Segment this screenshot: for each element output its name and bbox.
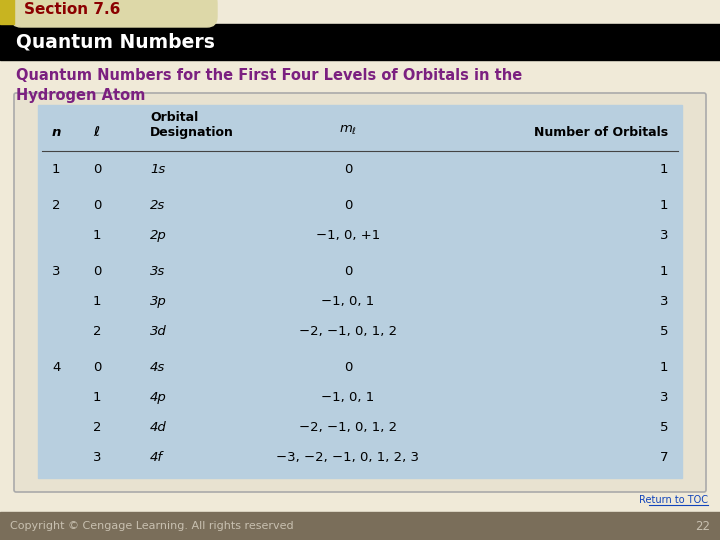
Text: 2: 2 [93, 325, 102, 338]
Text: 3s: 3s [150, 265, 166, 278]
FancyBboxPatch shape [14, 93, 706, 492]
Text: 3: 3 [660, 295, 668, 308]
Text: 3: 3 [660, 391, 668, 404]
Text: 0: 0 [93, 265, 102, 278]
Text: −2, −1, 0, 1, 2: −2, −1, 0, 1, 2 [299, 421, 397, 434]
Text: 3: 3 [93, 450, 102, 463]
Text: 3: 3 [52, 265, 60, 278]
Text: 4f: 4f [150, 450, 163, 463]
Text: 2p: 2p [150, 230, 167, 242]
Text: 4s: 4s [150, 361, 166, 374]
Text: −1, 0, 1: −1, 0, 1 [321, 295, 374, 308]
Text: 3: 3 [660, 230, 668, 242]
Text: 0: 0 [93, 199, 102, 212]
Text: 4d: 4d [150, 421, 167, 434]
Text: 1: 1 [52, 164, 60, 177]
Text: −2, −1, 0, 1, 2: −2, −1, 0, 1, 2 [299, 325, 397, 338]
Text: 2: 2 [52, 199, 60, 212]
Text: 0: 0 [344, 361, 352, 374]
Bar [38, 105, 682, 478]
Bar [0, 512, 720, 540]
Text: Section 7.6: Section 7.6 [24, 3, 120, 17]
Text: ℓ: ℓ [93, 126, 99, 139]
Text: 0: 0 [344, 265, 352, 278]
Text: 1: 1 [660, 361, 668, 374]
Text: 4: 4 [52, 361, 60, 374]
Text: 7: 7 [660, 450, 668, 463]
Bar [0, 0, 14, 24]
Text: 0: 0 [344, 199, 352, 212]
Text: Quantum Numbers for the First Four Levels of Orbitals in the
Hydrogen Atom: Quantum Numbers for the First Four Level… [16, 68, 522, 103]
Text: 22: 22 [695, 519, 710, 532]
Text: −1, 0, +1: −1, 0, +1 [316, 230, 380, 242]
Text: 2s: 2s [150, 199, 166, 212]
Text: Return to TOC: Return to TOC [639, 495, 708, 505]
Text: 1: 1 [660, 265, 668, 278]
Text: Number of Orbitals: Number of Orbitals [534, 126, 668, 139]
Text: n: n [52, 126, 61, 139]
Text: 0: 0 [344, 164, 352, 177]
Text: −1, 0, 1: −1, 0, 1 [321, 391, 374, 404]
Text: −3, −2, −1, 0, 1, 2, 3: −3, −2, −1, 0, 1, 2, 3 [276, 450, 420, 463]
Text: Copyright © Cengage Learning. All rights reserved: Copyright © Cengage Learning. All rights… [10, 521, 294, 531]
Text: 4p: 4p [150, 391, 167, 404]
Bar [0, 24, 720, 60]
Text: 5: 5 [660, 325, 668, 338]
Text: 1: 1 [93, 230, 102, 242]
Text: Orbital: Orbital [150, 111, 198, 124]
Text: $\mathit{m}_{\ell}$: $\mathit{m}_{\ell}$ [339, 124, 357, 137]
Text: 1: 1 [660, 199, 668, 212]
Text: 1s: 1s [150, 164, 166, 177]
Text: Designation: Designation [150, 126, 234, 139]
Text: 3d: 3d [150, 325, 167, 338]
Text: 1: 1 [93, 391, 102, 404]
Text: Quantum Numbers: Quantum Numbers [16, 32, 215, 51]
Text: 0: 0 [93, 361, 102, 374]
Text: 3p: 3p [150, 295, 167, 308]
Text: 1: 1 [660, 164, 668, 177]
FancyBboxPatch shape [11, 0, 217, 27]
Text: 1: 1 [93, 295, 102, 308]
Text: 0: 0 [93, 164, 102, 177]
Text: 2: 2 [93, 421, 102, 434]
Text: 5: 5 [660, 421, 668, 434]
